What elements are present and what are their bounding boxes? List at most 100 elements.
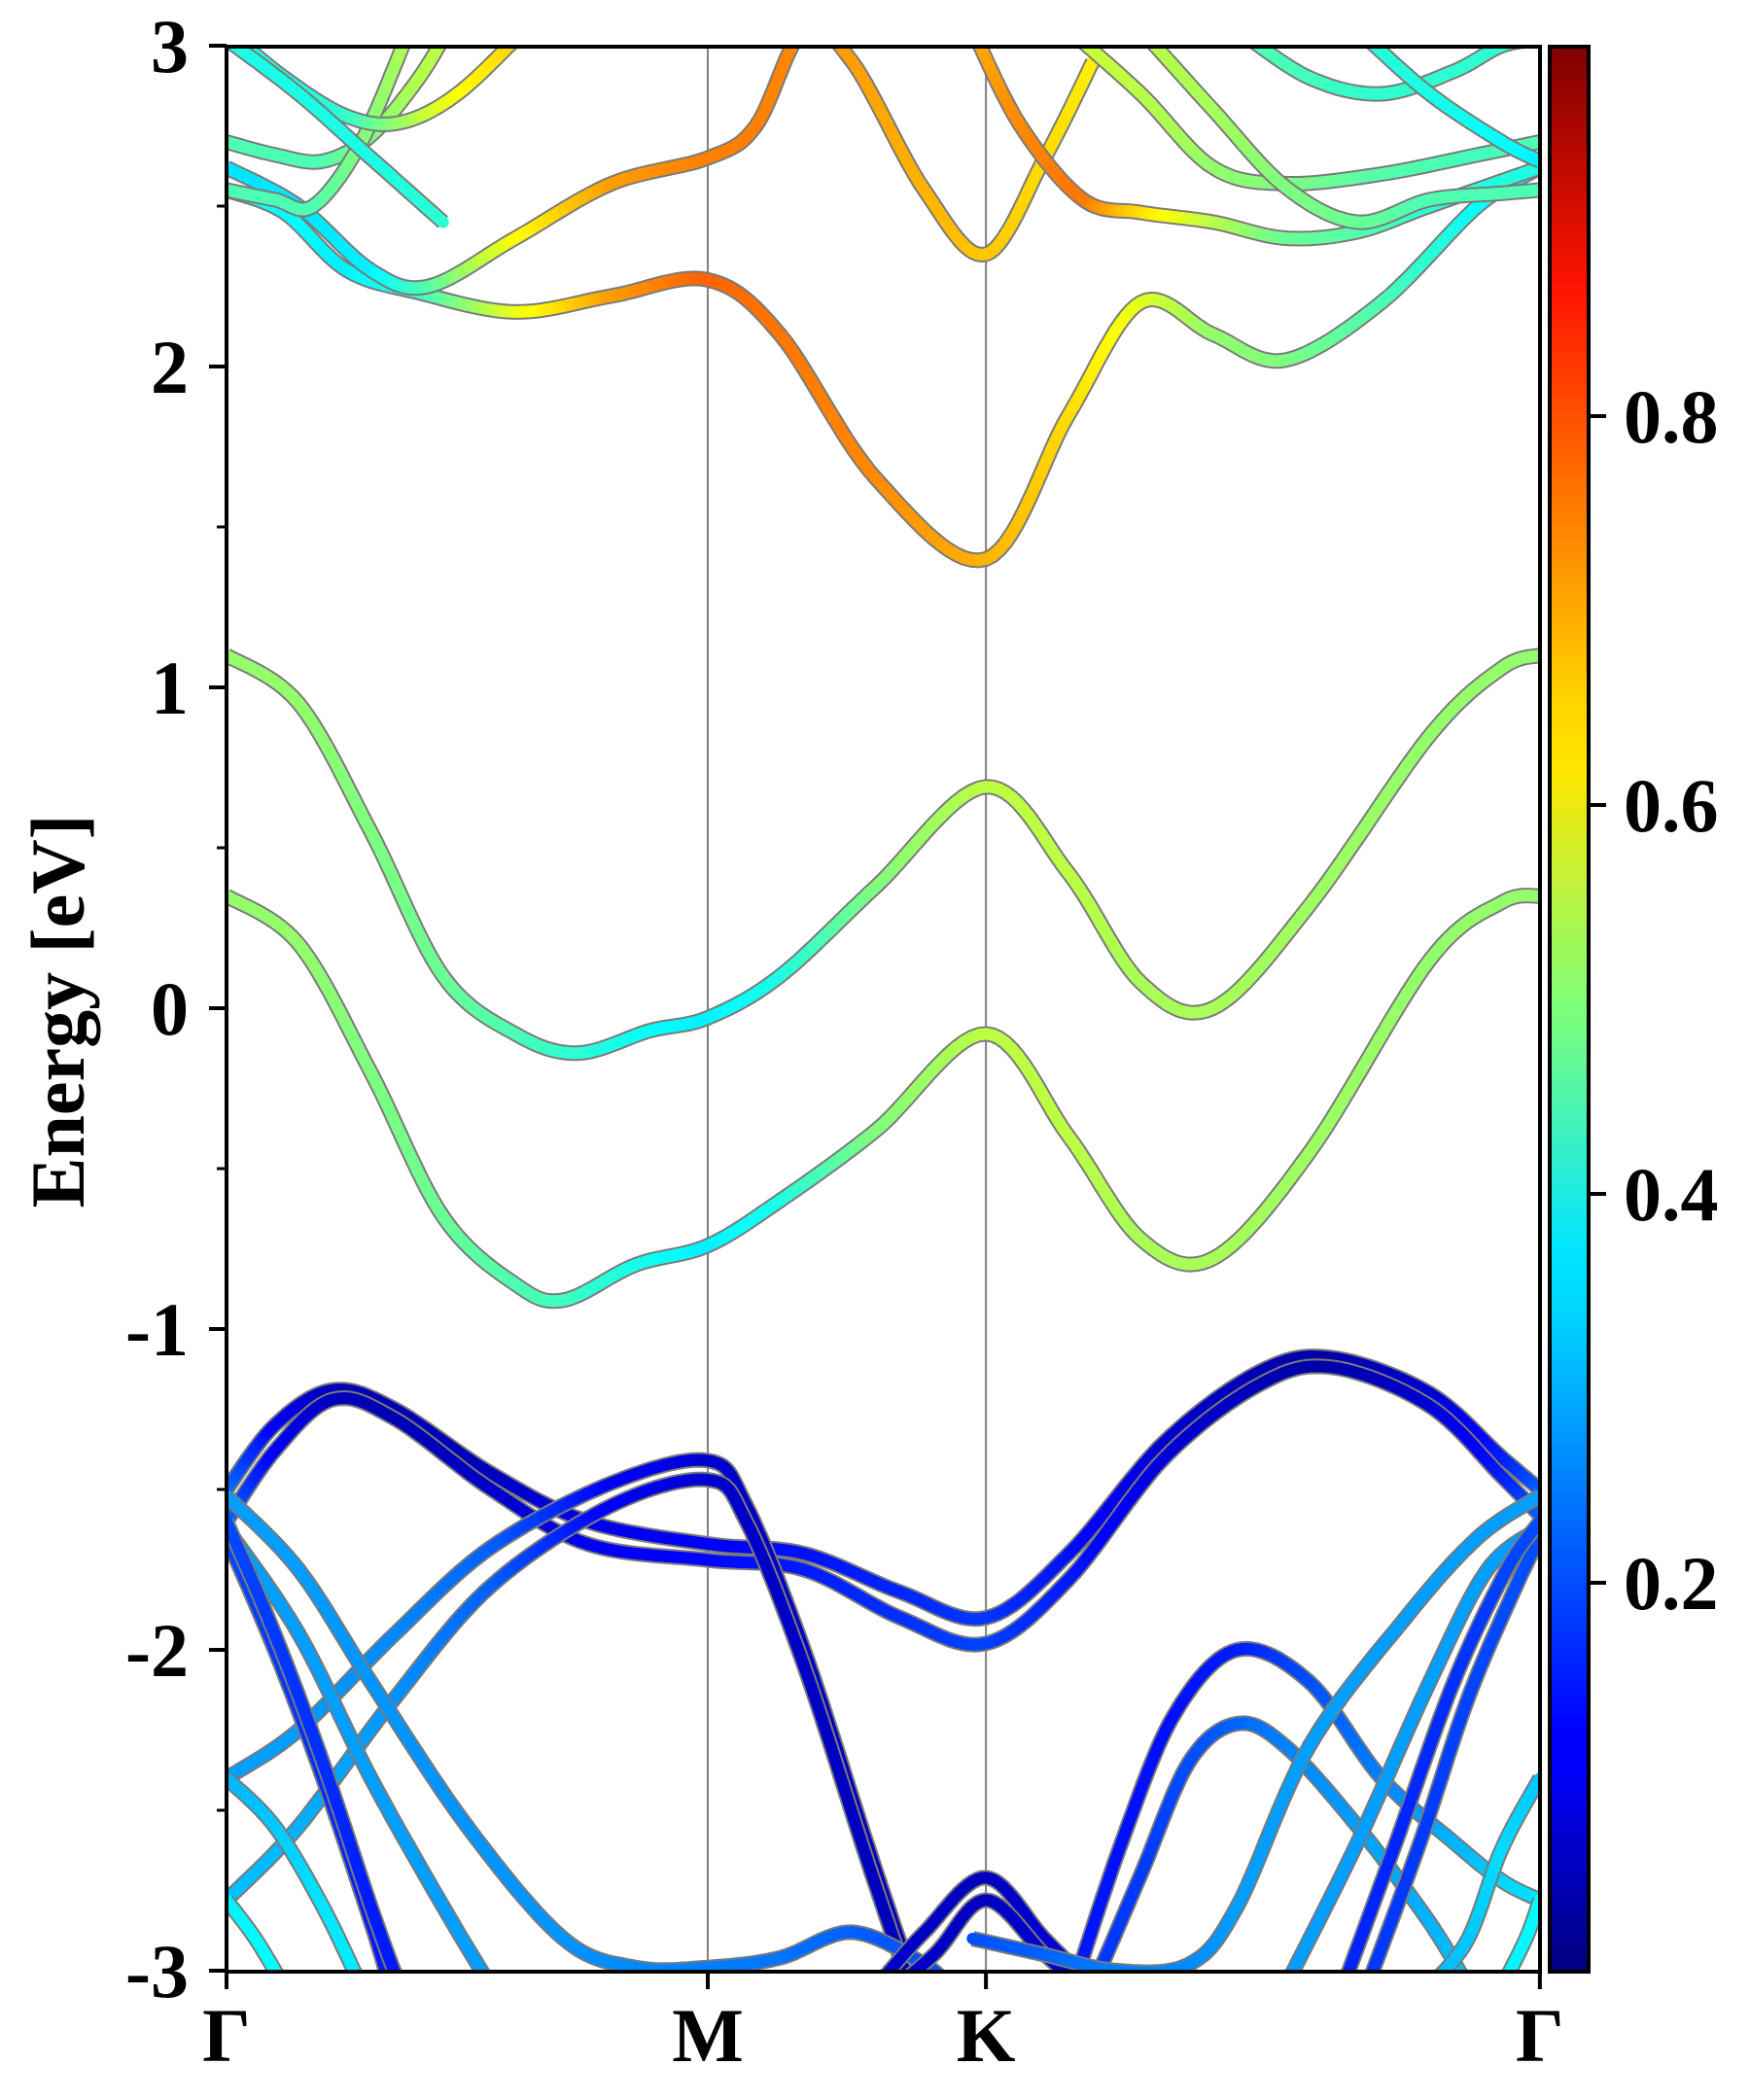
- band-segment: [1503, 1970, 1511, 1972]
- band-segment: [945, 1982, 946, 1983]
- band-cb10: [1145, 47, 1540, 230]
- band-segment: [1075, 1980, 1077, 1982]
- band-segment: [797, 33, 801, 38]
- band-segment: [1431, 1982, 1433, 1984]
- band-segment: [1506, 47, 1519, 50]
- band-cb8: [227, 47, 449, 228]
- band-segment: [489, 1983, 491, 1986]
- band-segment: [974, 34, 976, 39]
- band-vb11: [227, 1894, 285, 1985]
- band-segment: [399, 1983, 400, 1986]
- band-segment: [1430, 1985, 1432, 1987]
- y-axis-label: Energy [eV]: [16, 814, 100, 1208]
- band-vb7: [227, 1522, 492, 1986]
- band-vb1: [227, 888, 1540, 1310]
- band-segment: [1093, 1982, 1095, 1987]
- band-segment: [882, 1996, 886, 1999]
- band-segment: [389, 1981, 390, 1984]
- band-segment: [1078, 1982, 1080, 1984]
- band-segment: [1080, 1984, 1082, 1986]
- band-segment: [931, 1968, 944, 1972]
- band-segment: [973, 47, 985, 51]
- band-segment: [350, 1969, 361, 1972]
- band-segment: [382, 1969, 392, 1972]
- band-segment: [901, 1970, 911, 1972]
- band-segment: [1075, 35, 1079, 39]
- band-cb9: [1068, 30, 1540, 192]
- band-vb6: [227, 1489, 949, 1987]
- y-tick-label: -1: [125, 1287, 189, 1372]
- band-segment: [788, 47, 798, 50]
- band-segment: [942, 1979, 943, 1981]
- band-vb2: [227, 1348, 1540, 1628]
- band-segment: [1086, 1979, 1089, 1982]
- colorbar-ticks: 0.2 0.4 0.6 0.8: [1589, 374, 1719, 1626]
- y-tick-label: 3: [151, 4, 189, 88]
- band-segment: [879, 1999, 882, 2001]
- band-segment: [1089, 1982, 1091, 1984]
- band-segment: [1455, 1968, 1467, 1972]
- band-segment: [1503, 1982, 1504, 1985]
- x-tick-label: Γ: [202, 1993, 251, 2078]
- band-segment: [231, 34, 234, 37]
- band-segment: [817, 26, 820, 27]
- y-tick-label: -3: [125, 1929, 189, 2013]
- band-segment: [1357, 30, 1360, 33]
- band-segment: [436, 47, 445, 50]
- band-segment: [889, 1989, 892, 1993]
- band-segment: [1073, 1978, 1076, 1980]
- band-segment: [445, 32, 446, 34]
- band-segment: [487, 1980, 489, 1984]
- colorbar-tick-label: 0.4: [1624, 1152, 1719, 1237]
- band-segment: [1342, 1968, 1353, 1972]
- band-segment: [1068, 30, 1071, 33]
- band-segment: [1073, 1980, 1075, 1986]
- colorbar-tick-label: 0.8: [1624, 374, 1719, 459]
- band-segment: [913, 1981, 915, 1987]
- band-segment: [902, 1978, 907, 1982]
- band-segment: [934, 1970, 944, 1972]
- band-vb20: [1430, 1772, 1540, 1987]
- colorbar: 0.2 0.4 0.6 0.8: [1548, 45, 1719, 1974]
- colorbar-gradient: [1548, 45, 1591, 1974]
- band-segment: [1514, 47, 1523, 48]
- band-vb9: [227, 1516, 403, 1986]
- bands-layer: [227, 26, 1540, 2003]
- band-segment: [941, 1978, 942, 1979]
- band-segment: [948, 1986, 949, 1987]
- band-segment: [1367, 1981, 1369, 1987]
- band-segment: [905, 1968, 916, 1972]
- band-vb17: [1283, 1522, 1540, 1987]
- band-segment: [505, 47, 516, 51]
- band-segment: [885, 1993, 889, 1996]
- band-segment: [235, 37, 239, 40]
- band-segment: [1085, 55, 1099, 72]
- band-segment: [519, 32, 523, 36]
- band-segment: [881, 1969, 892, 1972]
- band-segment: [1073, 1968, 1086, 1972]
- band-segment: [881, 1978, 884, 1981]
- band-cb6: [227, 34, 411, 218]
- band-segment: [1499, 47, 1514, 51]
- band-segment: [1285, 1981, 1288, 1987]
- band-segment: [1067, 1970, 1074, 1972]
- band-segment: [405, 34, 408, 40]
- band-segment: [944, 1980, 945, 1982]
- band-segment: [1343, 1981, 1345, 1987]
- y-tick-label: 0: [151, 966, 189, 1051]
- high-symmetry-lines: [707, 47, 988, 1972]
- band-segment: [876, 2001, 878, 2003]
- band-segment: [1510, 47, 1522, 49]
- band-segment: [804, 28, 808, 30]
- band-vb19: [1340, 1515, 1540, 1987]
- y-tick-label: 1: [151, 646, 189, 730]
- band-vb16: [966, 1488, 1540, 1972]
- band-segment: [434, 213, 449, 228]
- band-segment: [905, 1968, 917, 1972]
- band-segment: [360, 1983, 362, 1986]
- y-tick-label: 2: [151, 325, 189, 409]
- band-segment: [282, 1982, 284, 1985]
- band-segment: [447, 30, 448, 32]
- band-segment: [1250, 47, 1264, 51]
